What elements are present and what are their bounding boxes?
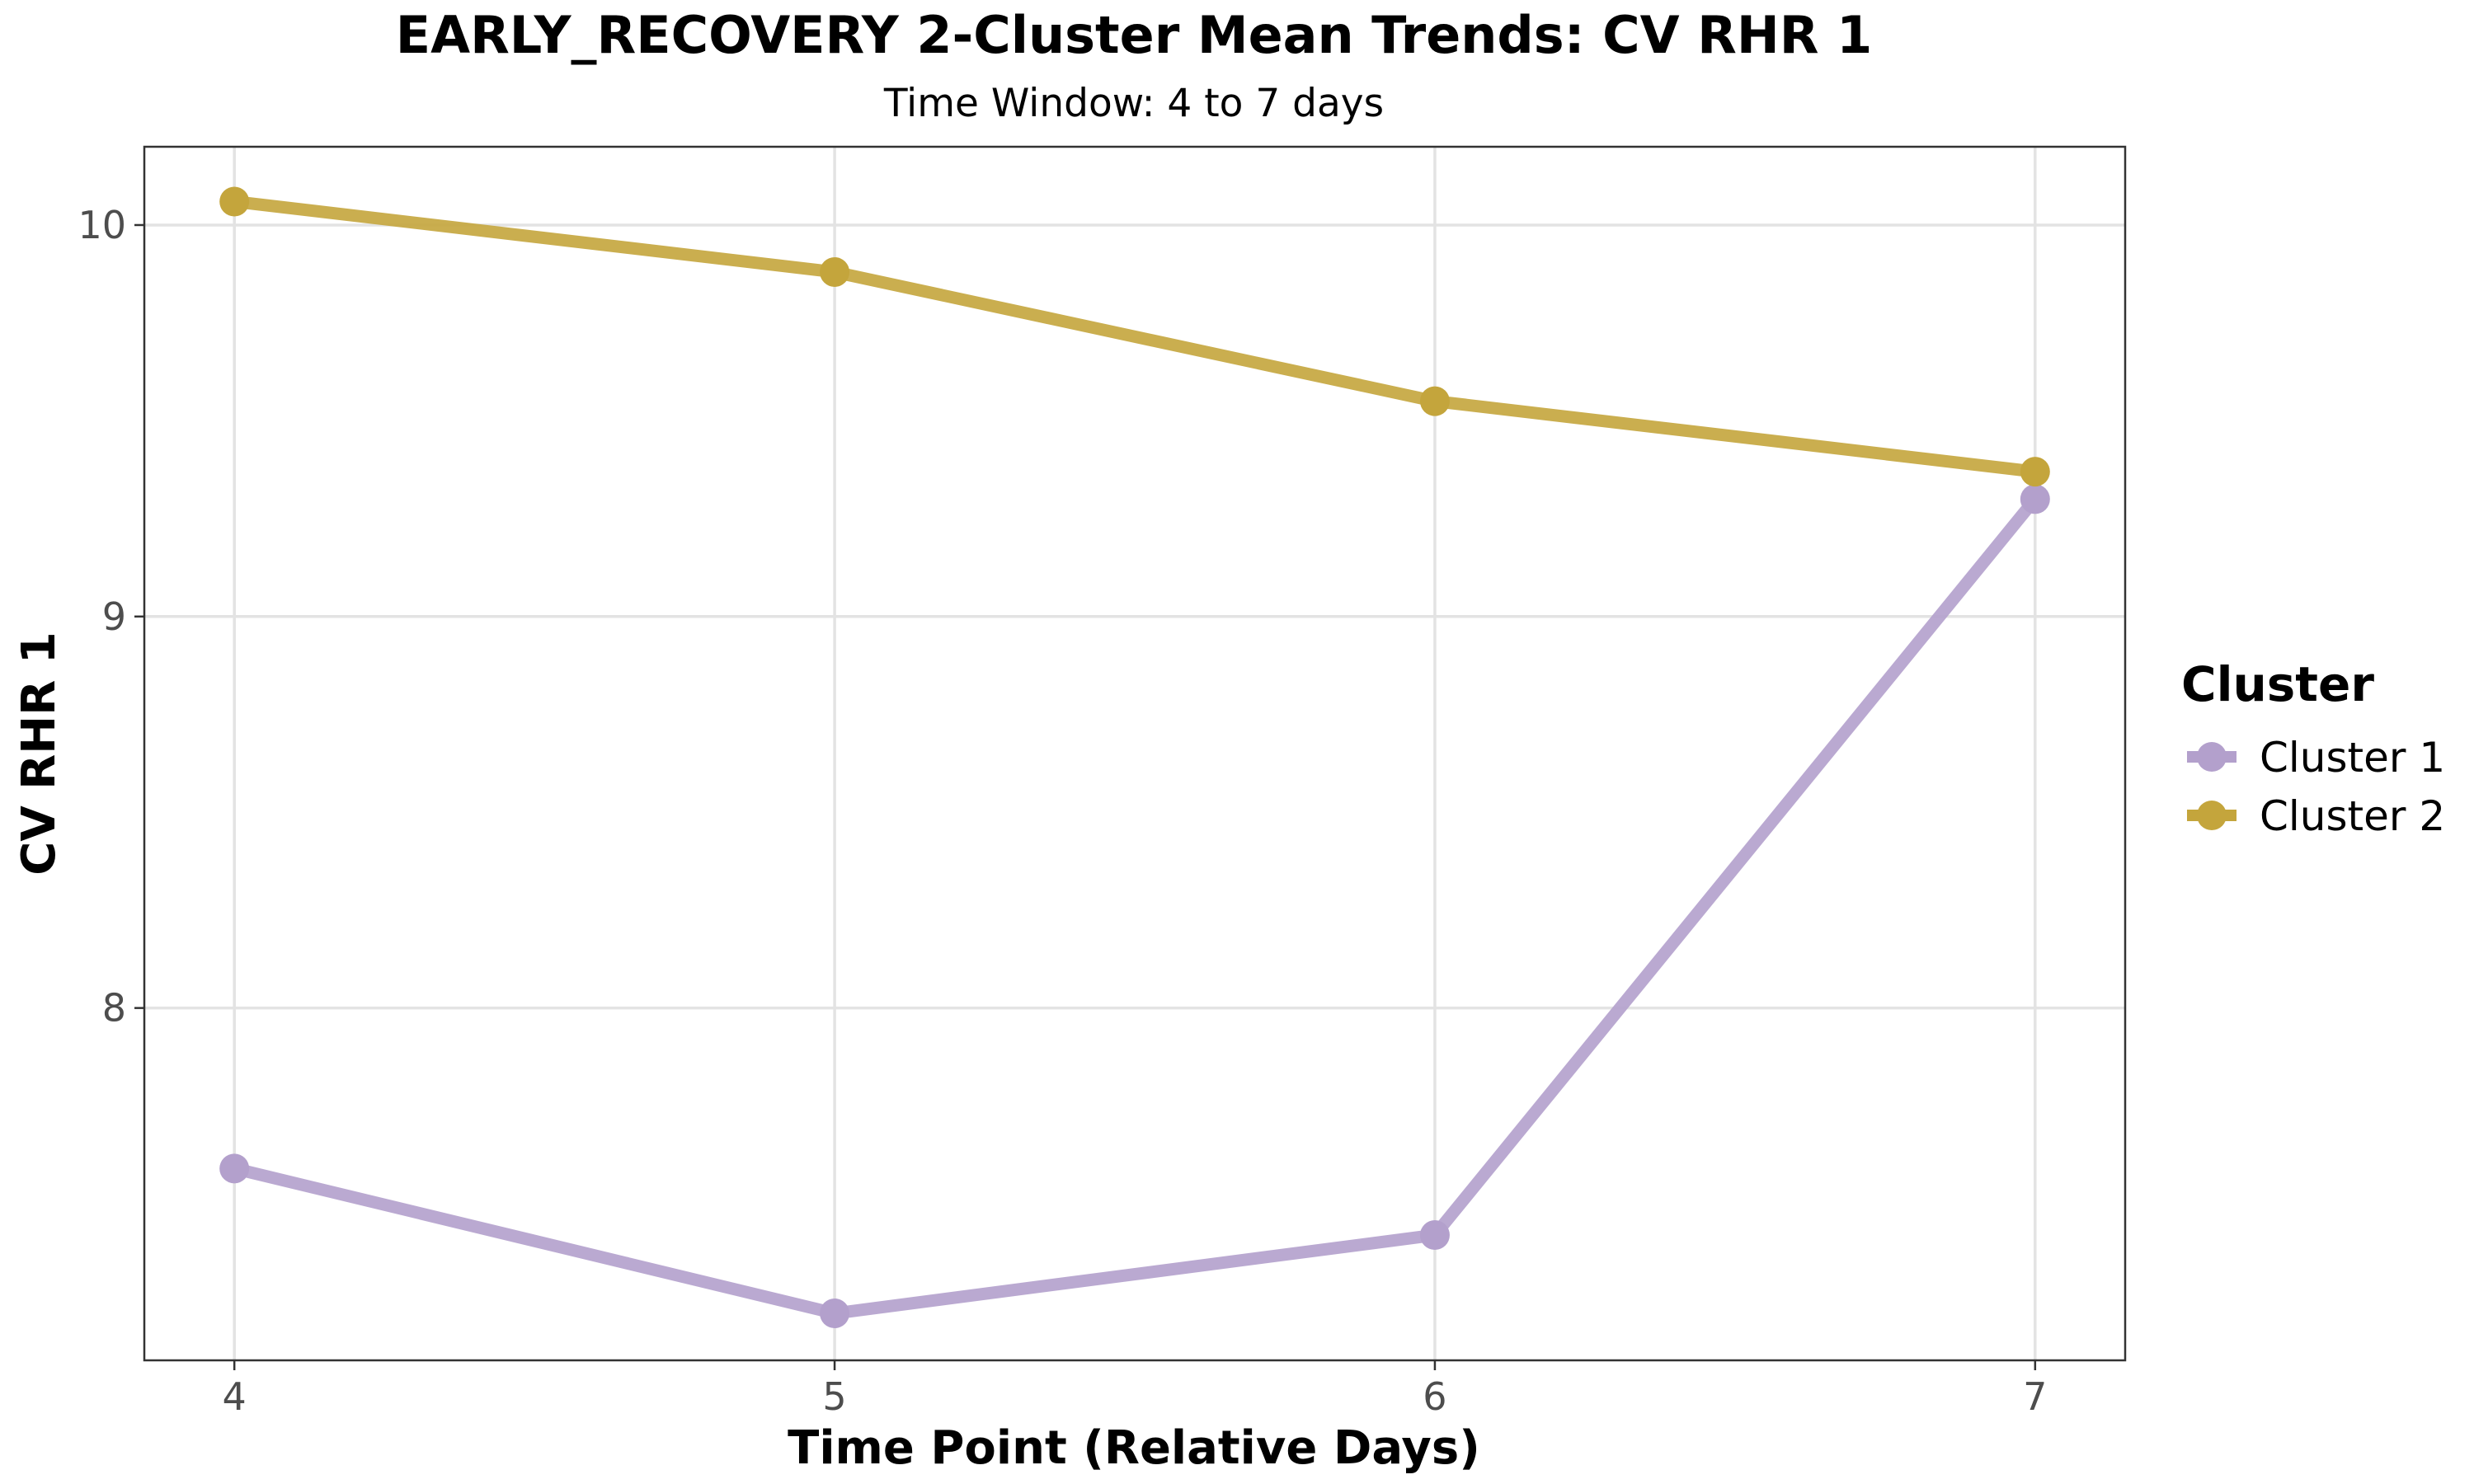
y-axis-label: CV RHR 1: [12, 632, 66, 876]
data-point: [2020, 484, 2050, 514]
legend-title: Cluster: [2181, 656, 2374, 712]
legend-item-1: Cluster 1: [2187, 734, 2445, 782]
x-axis-ticks: 4 5 6 7: [223, 1360, 2047, 1419]
legend: Cluster Cluster 1 Cluster 2: [2181, 656, 2445, 840]
x-axis-label: Time Point (Relative Days): [788, 1421, 1480, 1475]
x-tick-label: 5: [822, 1374, 846, 1419]
x-tick-label: 4: [223, 1374, 247, 1419]
legend-item-2: Cluster 2: [2187, 792, 2445, 840]
data-point: [219, 186, 250, 217]
gridlines: [144, 147, 2125, 1360]
legend-swatch-marker: [2197, 742, 2227, 772]
y-tick-label: 10: [78, 203, 126, 247]
x-tick-label: 7: [2023, 1374, 2047, 1419]
y-axis-ticks: 8 9 10: [78, 203, 144, 1031]
data-point: [820, 256, 850, 287]
x-tick-label: 6: [1423, 1374, 1446, 1419]
series-1: [219, 484, 2050, 1329]
y-tick-label: 8: [102, 986, 126, 1031]
data-point: [219, 1153, 250, 1184]
plot-border: [143, 145, 2127, 1362]
series-group: [219, 186, 2050, 1329]
chart-title: EARLY_RECOVERY 2-Cluster Mean Trends: CV…: [396, 5, 1873, 65]
legend-label: Cluster 2: [2260, 792, 2445, 840]
chart-subtitle: Time Window: 4 to 7 days: [883, 81, 1384, 126]
series-2: [219, 186, 2050, 487]
series-line: [228, 492, 2042, 1320]
data-point: [2020, 457, 2050, 487]
data-point: [1419, 1220, 1450, 1251]
data-point: [1419, 386, 1450, 416]
data-point: [820, 1298, 850, 1329]
legend-swatch-marker: [2197, 801, 2227, 830]
series-line: [228, 195, 2042, 478]
y-tick-label: 9: [102, 594, 126, 639]
legend-label: Cluster 1: [2260, 734, 2445, 782]
